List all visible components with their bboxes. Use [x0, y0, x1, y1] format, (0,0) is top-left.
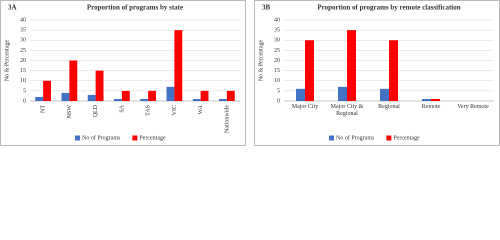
x-tick-label-box: Major City & Regional	[330, 104, 364, 117]
bar	[219, 98, 227, 101]
y-tick-label: 20	[274, 58, 280, 64]
y-tick-label: 5	[23, 88, 26, 94]
bar	[347, 30, 356, 101]
legend-swatch	[329, 135, 334, 141]
legend-swatch	[75, 135, 80, 141]
x-tick-label: NSW	[67, 105, 73, 119]
y-axis-label: No & Percentage	[258, 40, 264, 82]
bar	[305, 40, 314, 101]
x-tick-label-box: Regional	[378, 104, 400, 110]
bar	[35, 96, 44, 101]
bar	[95, 70, 104, 101]
bar	[69, 60, 78, 101]
x-tick-label: VIC	[172, 105, 178, 115]
y-tick-label: 25	[274, 48, 280, 54]
y-tick-label: 30	[274, 38, 280, 44]
figure: 3A Proportion of programs by state No & Pe…	[0, 0, 500, 146]
x-tick-label: SA	[119, 104, 125, 112]
bar	[43, 80, 51, 101]
y-tick-label: 10	[274, 78, 280, 84]
y-tick-label: 35	[20, 28, 26, 34]
bar	[422, 98, 431, 101]
x-tick-label-box: Remote	[421, 104, 441, 110]
x-tick-label: Remote	[421, 104, 441, 110]
bar	[296, 88, 305, 101]
y-tick-label: 0	[23, 98, 26, 104]
y-tick-label: 30	[20, 38, 26, 44]
legend-label: Percentage	[393, 135, 420, 141]
y-tick-label: 0	[277, 98, 280, 104]
legend-swatch	[386, 135, 392, 141]
bar	[380, 88, 389, 101]
bar	[121, 90, 130, 101]
bar	[148, 90, 156, 101]
panel-label: 3A	[8, 4, 17, 12]
x-tick-label: Regional	[378, 104, 400, 110]
bar	[114, 98, 122, 101]
x-tick-label: Very Remote	[457, 104, 489, 110]
bar	[431, 98, 440, 101]
x-tick-label: Major City	[291, 104, 319, 110]
x-tick-label: NT	[41, 105, 47, 113]
y-tick-label: 40	[274, 17, 280, 23]
bar	[166, 86, 175, 101]
bar	[389, 40, 398, 101]
panel-border	[0, 0, 246, 146]
x-tick-label: TAS	[146, 105, 152, 116]
chart-title: Proportion of programs by remote classif…	[317, 4, 460, 12]
y-tick-label: 35	[274, 28, 280, 34]
legend-label: Percentage	[139, 135, 166, 141]
y-tick-label: 10	[20, 78, 26, 84]
page: 3A Proportion of programs by state No & Pe…	[0, 0, 500, 146]
y-tick-label: 15	[20, 68, 26, 74]
x-tick-label: QLD	[93, 104, 99, 117]
bar	[174, 30, 183, 101]
bar	[192, 98, 201, 101]
bar	[226, 90, 235, 101]
x-tick-label-box: Very Remote	[457, 104, 489, 110]
y-tick-label: 40	[20, 17, 26, 23]
x-tick-label: Major City & Regional	[330, 104, 364, 117]
bar	[140, 98, 149, 101]
y-tick-label: 15	[274, 68, 280, 74]
legend-label: No of Programs	[336, 134, 375, 141]
bar	[61, 92, 70, 101]
y-axis-label: No & Percentage	[4, 40, 10, 82]
bar	[200, 90, 209, 101]
x-tick-label: WA	[198, 104, 204, 114]
panel-border	[254, 0, 500, 146]
panel-label: 3B	[262, 4, 271, 12]
y-tick-label: 5	[277, 88, 280, 94]
y-tick-label: 25	[20, 48, 26, 54]
x-tick-label: Nationwide	[224, 105, 230, 133]
legend-label: No of Programs	[82, 134, 121, 141]
chart-title: Proportion of programs by state	[87, 4, 183, 12]
legend-swatch	[132, 135, 138, 141]
y-tick-label: 20	[20, 58, 26, 64]
bar	[87, 94, 96, 101]
x-tick-label-box: Major City	[291, 104, 319, 110]
bar	[338, 86, 347, 101]
